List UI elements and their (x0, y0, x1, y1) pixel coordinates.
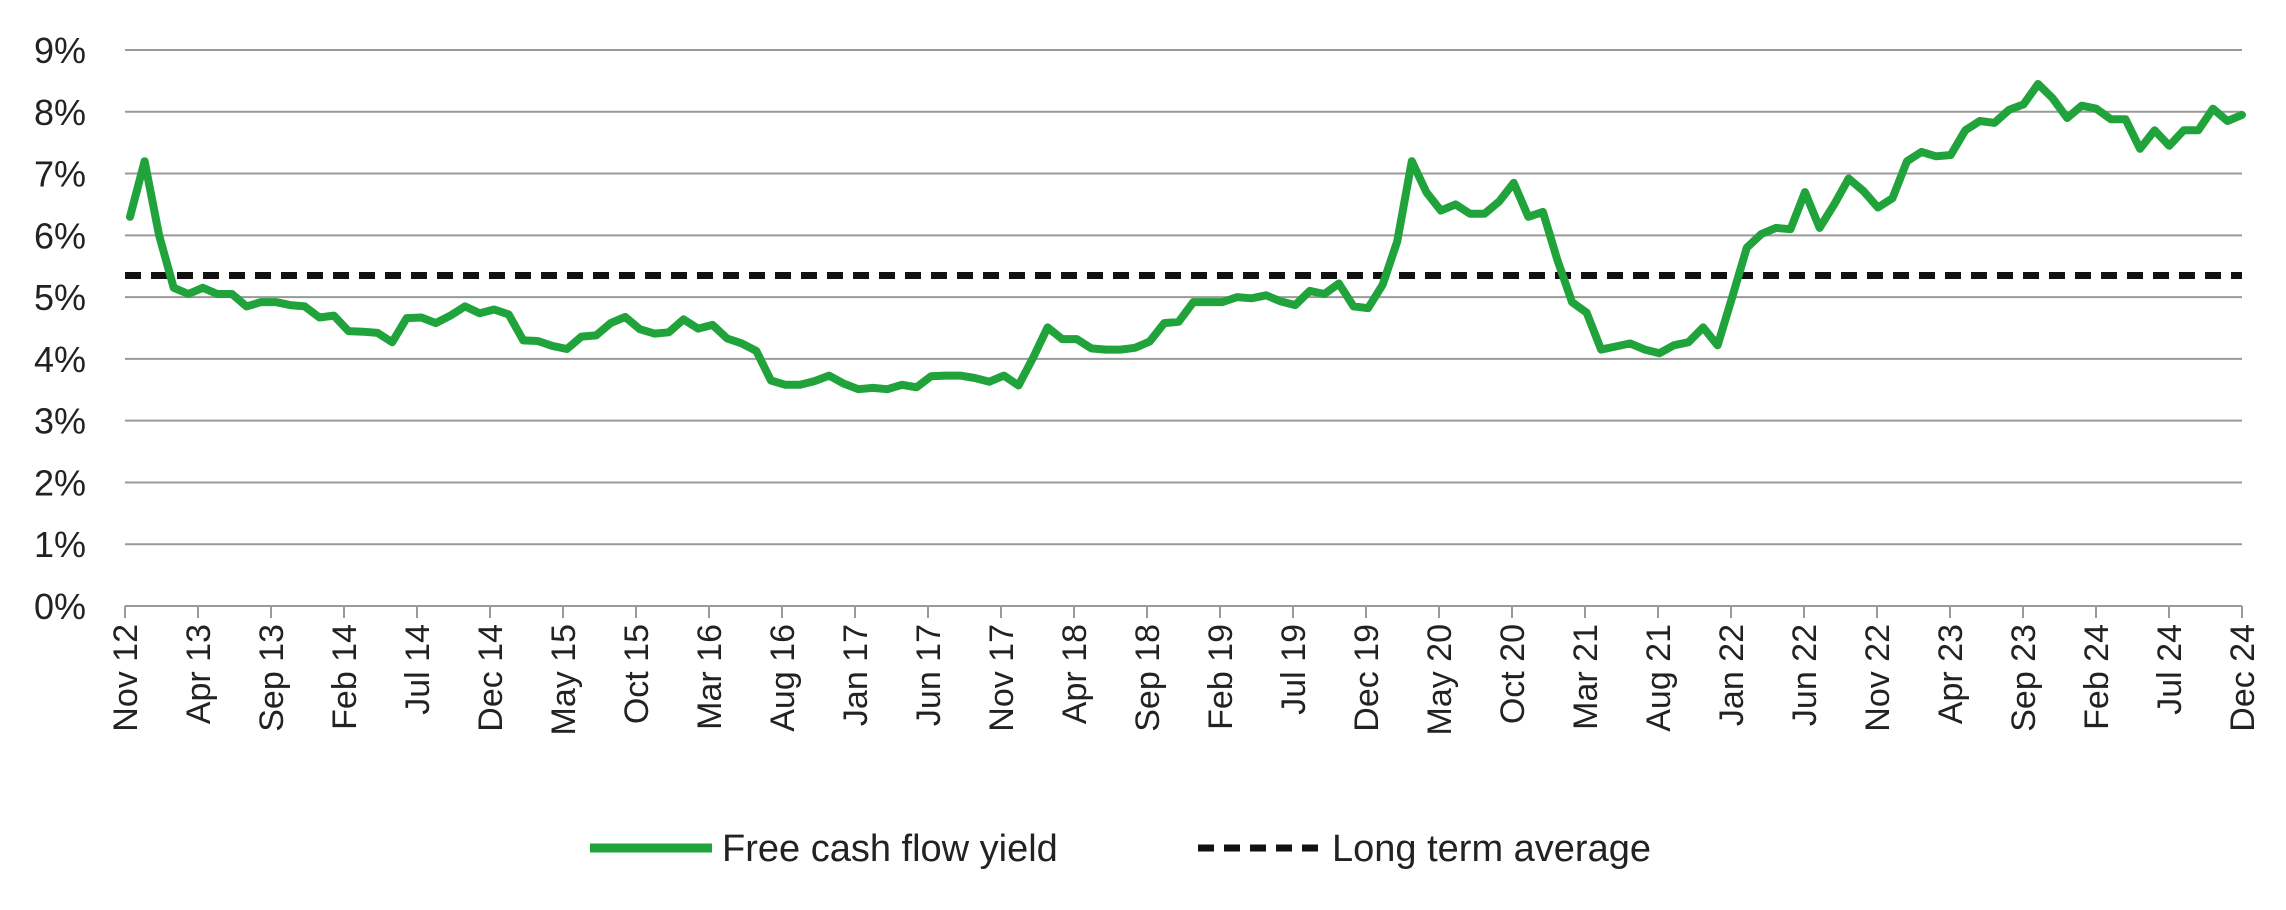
x-tick-label: Jul 19 (1275, 624, 1313, 715)
x-tick-label: Sep 23 (2005, 624, 2043, 732)
y-tick-label: 8% (34, 92, 86, 133)
x-tick-label: Feb 14 (326, 624, 364, 730)
x-tick-label: Oct 15 (618, 624, 656, 724)
x-tick-label: Aug 21 (1640, 624, 1678, 732)
x-tick-label: Apr 18 (1056, 624, 1094, 724)
x-tick-label: Sep 18 (1129, 624, 1167, 732)
x-tick-label: Apr 13 (180, 624, 218, 724)
series-lines (125, 80, 2246, 394)
x-tick-label: Nov 12 (107, 624, 145, 732)
x-tick-label: Dec 14 (472, 624, 510, 732)
x-tick-label: May 15 (545, 624, 583, 736)
y-tick-label: 6% (34, 215, 86, 256)
x-tick-label: May 20 (1421, 624, 1459, 736)
x-tick-label: Jul 24 (2151, 624, 2189, 715)
y-tick-label: 0% (34, 586, 86, 627)
x-tick-label: Sep 13 (253, 624, 291, 732)
y-tick-label: 5% (34, 277, 86, 318)
x-tick-label: Jun 22 (1786, 624, 1824, 726)
legend: Free cash flow yield Long term average (590, 828, 1651, 870)
x-tick-label: Feb 19 (1202, 624, 1240, 730)
x-tick-label: Jan 22 (1713, 624, 1751, 726)
y-axis-tick-labels: 0% 1% 2% 3% 4% 5% 6% 7% 8% 9% (34, 30, 86, 627)
x-axis-tick-labels: Nov 12 Apr 13 Sep 13 Feb 14 Jul 14 Dec 14 May … (107, 606, 2262, 736)
x-tick-label: Dec 19 (1348, 624, 1386, 732)
x-tick-label: Jan 17 (837, 624, 875, 726)
x-tick-label: Jul 14 (399, 624, 437, 715)
x-tick-label: Dec 24 (2224, 624, 2262, 732)
series-line-free-cash-flow-yield (126, 80, 2246, 394)
y-tick-label: 1% (34, 524, 86, 565)
x-tick-label: Mar 21 (1567, 624, 1605, 730)
x-tick-label: Jun 17 (910, 624, 948, 726)
x-tick-label: Aug 16 (764, 624, 802, 732)
y-tick-label: 3% (34, 401, 86, 442)
y-tick-label: 4% (34, 339, 86, 380)
x-tick-label: Mar 16 (691, 624, 729, 730)
y-tick-label: 7% (34, 154, 86, 195)
x-tick-label: Oct 20 (1494, 624, 1532, 724)
y-tick-label: 9% (34, 30, 86, 71)
x-tick-label: Apr 23 (1932, 624, 1970, 724)
gridlines (125, 49, 2242, 546)
legend-label-free-cash-flow-yield: Free cash flow yield (722, 828, 1058, 870)
y-tick-label: 2% (34, 462, 86, 503)
x-tick-label: Feb 24 (2078, 624, 2116, 730)
x-tick-label: Nov 17 (983, 624, 1021, 732)
x-tick-label: Nov 22 (1859, 624, 1897, 732)
legend-label-long-term-average: Long term average (1332, 828, 1651, 870)
